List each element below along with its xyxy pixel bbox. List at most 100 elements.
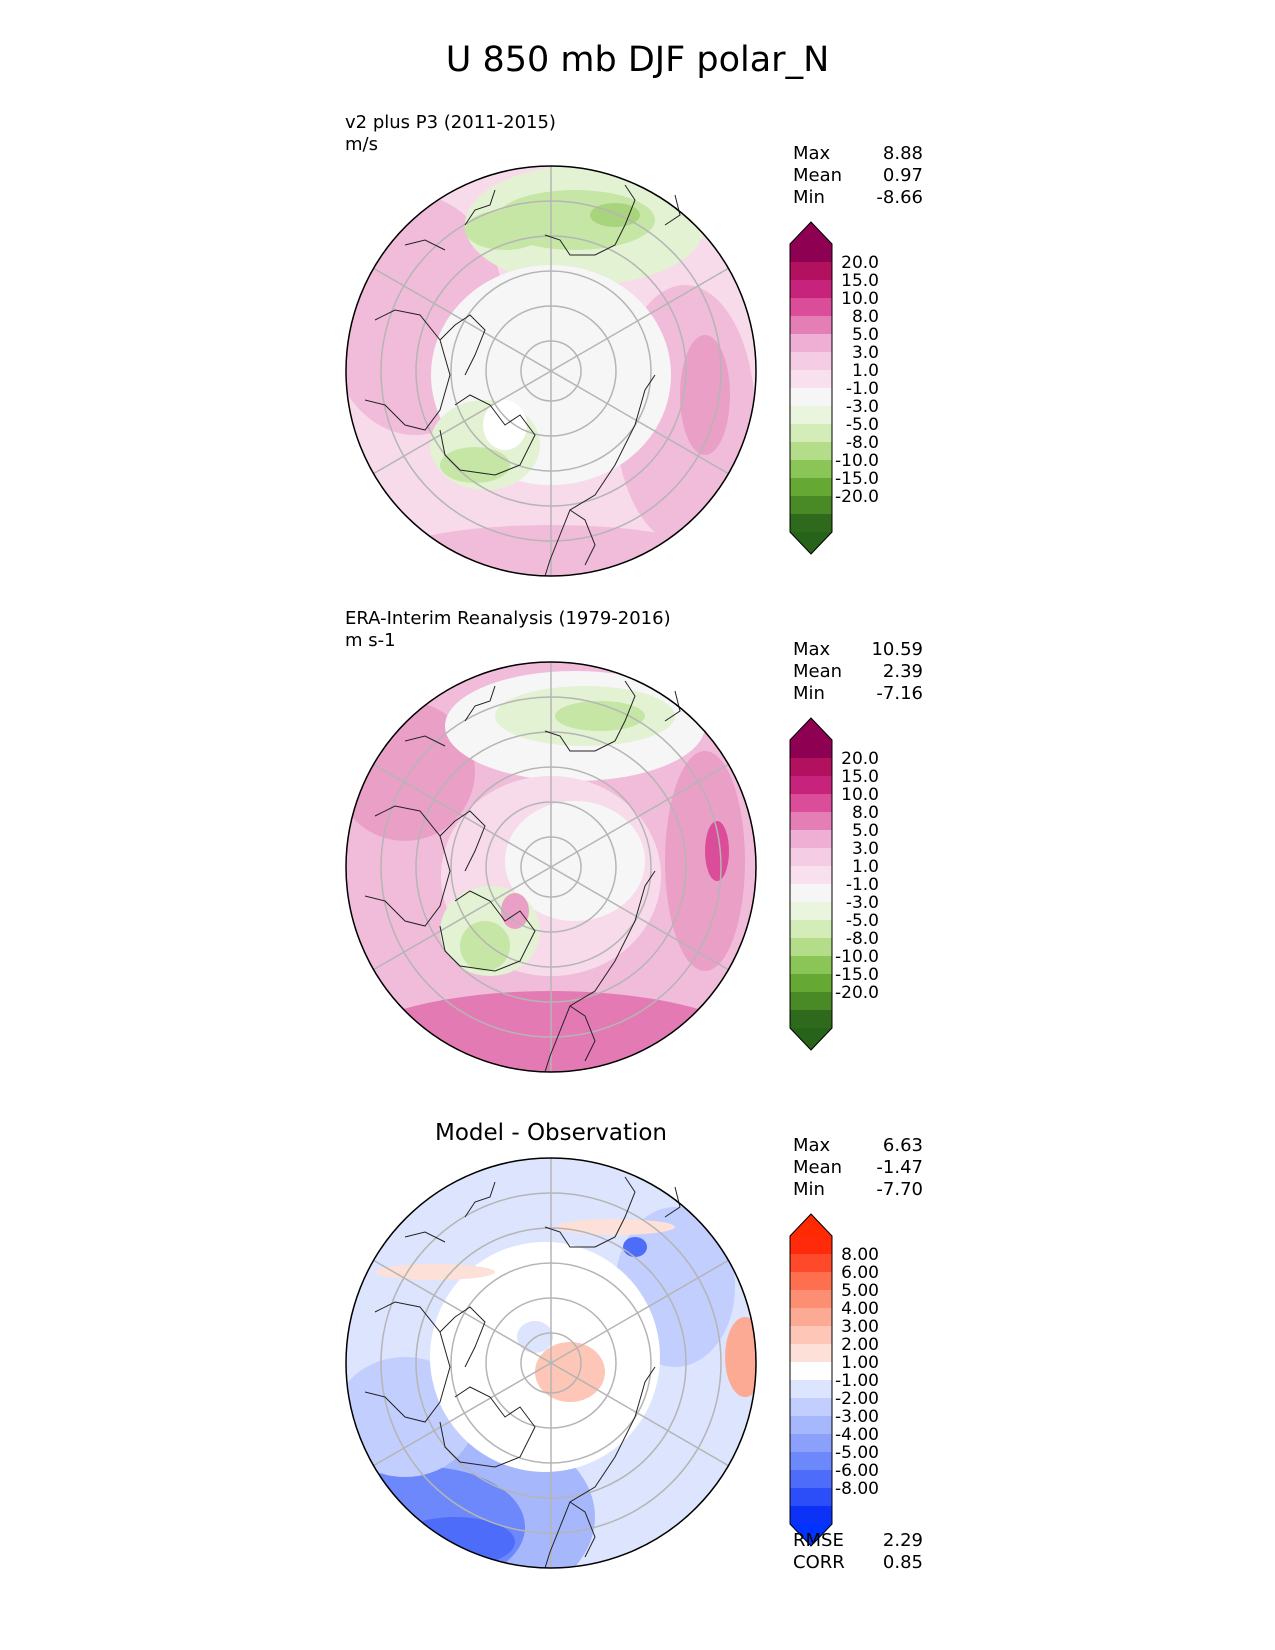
colorbar-tick-label: -1.0	[846, 875, 879, 895]
stat-min-label: Min	[793, 683, 825, 704]
colorbar-band	[790, 1344, 832, 1363]
panel1-stats: Max 8.88 Mean 0.97 Min -8.66	[793, 143, 923, 209]
colorbar-tick-label: -4.00	[835, 1425, 879, 1445]
colorbar-tick-label: -5.0	[846, 911, 879, 931]
colorbar-band	[790, 1326, 832, 1345]
colorbar-band	[790, 1254, 832, 1273]
colorbar-band	[790, 262, 832, 281]
colorbar-band	[790, 244, 832, 263]
colorbar-band	[790, 496, 832, 515]
colorbar-tick-label: -5.0	[846, 415, 879, 435]
stat-min-value: -7.70	[876, 1179, 923, 1200]
colorbar-tick-label: -8.0	[846, 929, 879, 949]
colorbar-band	[790, 424, 832, 443]
colorbar-tick-label: 1.0	[852, 361, 879, 381]
colorbar-band	[790, 478, 832, 497]
colorbar-band	[790, 740, 832, 759]
colorbar-band	[790, 902, 832, 921]
panel1-units: m/s	[345, 134, 378, 155]
colorbar-min-extension	[790, 1524, 832, 1546]
panel2-units: m s-1	[345, 630, 396, 651]
colorbar-tick-label: -1.00	[835, 1371, 879, 1391]
colorbar-band	[790, 1236, 832, 1255]
colorbar-band	[790, 1380, 832, 1399]
colorbar-min-extension	[790, 1028, 832, 1050]
colorbar-band	[790, 1290, 832, 1309]
colorbar-band	[790, 1010, 832, 1029]
panel2-polar-map	[345, 661, 757, 1073]
colorbar-tick-label: -10.0	[835, 451, 879, 471]
colorbar-tick-label: -15.0	[835, 965, 879, 985]
colorbar-tick-label: -20.0	[835, 487, 879, 507]
colorbar-tick-label: 20.0	[841, 253, 879, 273]
panel3-colorbar: 8.006.005.004.003.002.001.00-1.00-2.00-3…	[789, 1213, 879, 1547]
colorbar-tick-label: -20.0	[835, 983, 879, 1003]
colorbar-tick-label: 15.0	[841, 767, 879, 787]
colorbar-band	[790, 1416, 832, 1435]
stat-min-value: -7.16	[876, 683, 923, 704]
corr-label: CORR	[793, 1552, 845, 1573]
colorbar-max-extension	[790, 718, 832, 740]
corr-value: 0.85	[882, 1552, 923, 1573]
colorbar-tick-label: -3.0	[846, 893, 879, 913]
colorbar-tick-label: -3.00	[835, 1407, 879, 1427]
stat-mean-label: Mean	[793, 1157, 843, 1178]
colorbar-tick-label: 1.00	[841, 1353, 879, 1373]
colorbar-tick-label: 8.00	[841, 1245, 879, 1265]
panel2-label: ERA-Interim Reanalysis (1979-2016) m s-1	[345, 608, 671, 652]
panel3-metrics: RMSE 2.29 CORR 0.85	[793, 1530, 923, 1574]
colorbar-min-extension	[790, 532, 832, 554]
colorbar-tick-label: 20.0	[841, 749, 879, 769]
colorbar-tick-label: -5.00	[835, 1443, 879, 1463]
colorbar-band	[790, 442, 832, 461]
colorbar-band	[790, 866, 832, 885]
panel2-stats: Max 10.59 Mean 2.39 Min -7.16	[793, 639, 923, 705]
colorbar-band	[790, 1398, 832, 1417]
panel2-dataset: ERA-Interim Reanalysis (1979-2016)	[345, 608, 671, 629]
stat-max-label: Max	[793, 639, 831, 660]
colorbar-tick-label: 2.00	[841, 1335, 879, 1355]
colorbar-tick-label: 3.00	[841, 1317, 879, 1337]
stat-mean-label: Mean	[793, 165, 843, 186]
colorbar-tick-label: -8.00	[835, 1479, 879, 1499]
colorbar-band	[790, 388, 832, 407]
colorbar-band	[790, 1272, 832, 1291]
colorbar-tick-label: 5.0	[852, 821, 879, 841]
panel3-polar-map	[345, 1157, 757, 1569]
stat-max-label: Max	[793, 1135, 831, 1156]
colorbar-tick-label: 10.0	[841, 785, 879, 805]
colorbar-band	[790, 1452, 832, 1471]
stat-max-value: 10.59	[871, 639, 923, 660]
colorbar-band	[790, 848, 832, 867]
colorbar-outline	[789, 1213, 833, 1547]
colorbar-band	[790, 992, 832, 1011]
figure-title: U 850 mb DJF polar_N	[445, 40, 830, 80]
panel3-stats: Max 6.63 Mean -1.47 Min -7.70	[793, 1135, 923, 1201]
stat-mean-value: -1.47	[876, 1157, 923, 1178]
colorbar-tick-label: 3.0	[852, 343, 879, 363]
panel1-label: v2 plus P3 (2011-2015) m/s	[345, 112, 556, 156]
colorbar-tick-label: 8.0	[852, 307, 879, 327]
colorbar-max-extension	[790, 1214, 832, 1236]
colorbar-band	[790, 1434, 832, 1453]
colorbar-band	[790, 1470, 832, 1489]
colorbar-tick-label: 1.0	[852, 857, 879, 877]
colorbar-band	[790, 938, 832, 957]
stat-max-label: Max	[793, 143, 831, 164]
stat-mean-label: Mean	[793, 661, 843, 682]
colorbar-tick-label: -10.0	[835, 947, 879, 967]
colorbar-band	[790, 830, 832, 849]
stat-min-value: -8.66	[876, 187, 923, 208]
colorbar-outline	[789, 717, 833, 1051]
colorbar-band	[790, 334, 832, 353]
colorbar-max-extension	[790, 222, 832, 244]
colorbar-outline	[789, 221, 833, 555]
rmse-value: 2.29	[882, 1530, 923, 1551]
stat-mean-value: 0.97	[882, 165, 923, 186]
colorbar-band	[790, 758, 832, 777]
colorbar-band	[790, 460, 832, 479]
colorbar-band	[790, 920, 832, 939]
colorbar-band	[790, 514, 832, 533]
colorbar-band	[790, 1308, 832, 1327]
stat-max-value: 8.88	[882, 143, 923, 164]
